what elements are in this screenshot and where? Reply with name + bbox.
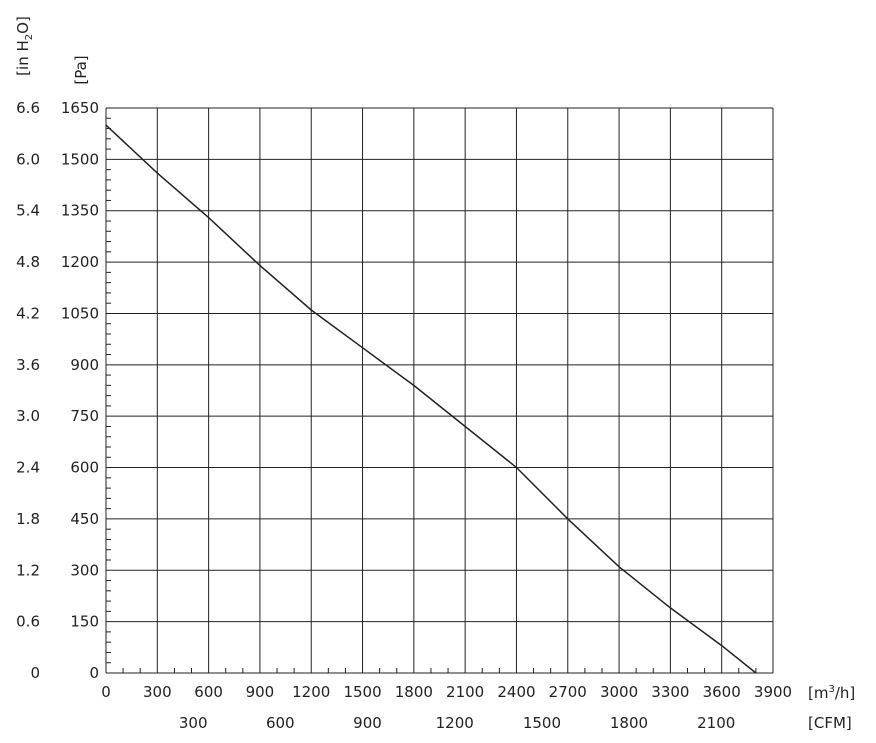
y-tick-label-inh2o: 1.2 (16, 561, 40, 579)
y-tick-label-pa: 1050 (61, 304, 99, 322)
x-tick-label: 2700 (549, 683, 587, 701)
y-tick-label-inh2o: 6.0 (16, 150, 40, 168)
y-tick-label-inh2o: 2.4 (16, 459, 40, 477)
cfm-tick-label: 600 (266, 714, 295, 732)
y-tick-label-pa: 300 (70, 561, 99, 579)
y-axis-title-pa: [Pa] (72, 55, 90, 84)
pressure-curve-line (105, 124, 757, 674)
series-group (105, 124, 757, 674)
y-tick-label-inh2o: 3.0 (16, 407, 40, 425)
y-tick-label-pa: 1650 (61, 99, 99, 117)
y-tick-label-inh2o: 0.6 (16, 613, 40, 631)
y-tick-label-pa: 600 (70, 459, 99, 477)
y-tick-label-pa: 750 (70, 407, 99, 425)
y-tick-label-pa: 450 (70, 510, 99, 528)
y-tick-label-inh2o: 4.2 (16, 304, 40, 322)
y-tick-label-pa: 150 (70, 613, 99, 631)
y-tick-label-pa: 1350 (61, 202, 99, 220)
y-tick-label-inh2o: 6.6 (16, 99, 40, 117)
x-tick-label: 3600 (703, 683, 741, 701)
cfm-tick-label: 1200 (436, 714, 474, 732)
y-tick-label-pa: 900 (70, 356, 99, 374)
y-tick-label-inh2o: 4.8 (16, 253, 40, 271)
x-tick-label: 0 (101, 683, 111, 701)
tick-labels: 0 300 600 900 1200 1500 1800 2100 2400 2700 3000 33… (16, 99, 792, 732)
x-tick-label: 3900 (754, 683, 792, 701)
cfm-tick-label: 900 (353, 714, 382, 732)
x-tick-label: 900 (246, 683, 275, 701)
y-axis-title-inh2o: [in H2O] (14, 16, 35, 76)
y-tick-label-inh2o: 0 (30, 664, 40, 682)
y-tick-label-inh2o: 1.8 (16, 510, 40, 528)
x-tick-label: 2400 (497, 683, 535, 701)
x-axis-title-m3h: [m3/h] (808, 684, 855, 702)
y-tick-label-pa: 1200 (61, 253, 99, 271)
y-tick-label-inh2o: 3.6 (16, 356, 40, 374)
x-axis-title-cfm: [CFM] (808, 714, 852, 732)
minor-ticks (106, 117, 757, 673)
x-tick-label: 300 (143, 683, 172, 701)
x-tick-label: 1800 (395, 683, 433, 701)
y-tick-label-pa: 1500 (61, 150, 99, 168)
x-tick-label: 1500 (343, 683, 381, 701)
x-tick-label: 600 (194, 683, 223, 701)
y-tick-label-inh2o: 5.4 (16, 202, 40, 220)
y-tick-label-pa: 0 (89, 664, 99, 682)
cfm-tick-label: 1800 (610, 714, 648, 732)
x-tick-label: 3300 (651, 683, 689, 701)
cfm-tick-label: 2100 (697, 714, 735, 732)
cfm-tick-label: 1500 (523, 714, 561, 732)
x-tick-label: 3000 (600, 683, 638, 701)
x-tick-label: 2100 (446, 683, 484, 701)
x-tick-label: 1200 (292, 683, 330, 701)
grid (105, 107, 774, 674)
cfm-tick-label: 300 (179, 714, 208, 732)
